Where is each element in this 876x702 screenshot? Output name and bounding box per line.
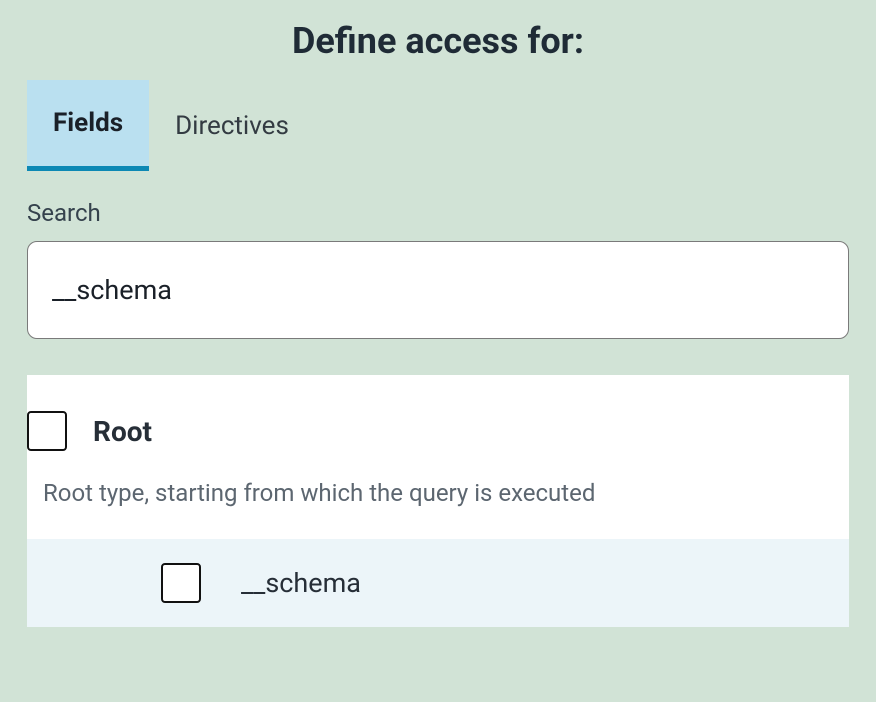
tree-child-item[interactable]: __schema (27, 539, 849, 627)
tab-fields[interactable]: Fields (27, 80, 149, 171)
tab-directives[interactable]: Directives (149, 80, 315, 171)
tree-panel: Root Root type, starting from which the … (27, 375, 849, 627)
root-checkbox[interactable] (27, 411, 67, 451)
search-label: Search (27, 199, 849, 227)
root-description: Root type, starting from which the query… (27, 479, 833, 507)
search-input[interactable] (27, 241, 849, 339)
child-label: __schema (241, 567, 361, 599)
tree-root-header: Root (27, 411, 833, 451)
page-title: Define access for: (27, 20, 849, 62)
tree-root-item: Root Root type, starting from which the … (27, 375, 849, 539)
child-checkbox[interactable] (161, 563, 201, 603)
root-label: Root (93, 415, 152, 448)
tabs-bar: Fields Directives (27, 80, 849, 171)
